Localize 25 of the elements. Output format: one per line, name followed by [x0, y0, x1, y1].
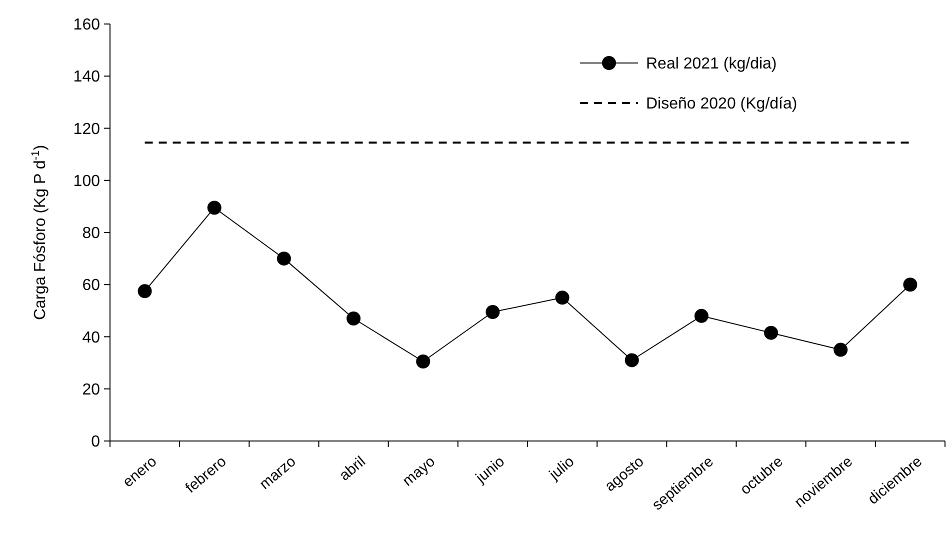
point [694, 308, 708, 323]
point [903, 278, 918, 292]
point [834, 342, 848, 357]
y-tick-label: 160 [73, 16, 100, 34]
legend-label: Diseño 2020 (Kg/día) [646, 96, 798, 113]
point [764, 326, 778, 340]
point [207, 200, 222, 215]
point [555, 290, 570, 305]
point [486, 304, 500, 319]
point [346, 312, 361, 326]
y-tick-label: 60 [82, 277, 100, 294]
y-tick-label: 20 [82, 381, 100, 398]
y-tick-label: 80 [82, 225, 100, 242]
y-tick-label: 140 [73, 68, 100, 86]
y-tick-label: 40 [82, 329, 100, 346]
point [416, 354, 430, 369]
point [624, 353, 639, 368]
y-tick-label: 100 [73, 172, 100, 190]
y-tick-label: 120 [73, 120, 100, 138]
x-tick-label: julio [545, 453, 578, 484]
point [276, 252, 291, 266]
y-tick-label: 0 [91, 434, 100, 451]
x-tick-label: abril [336, 453, 369, 484]
point [138, 284, 152, 298]
legend-label: Real 2021 (kg/dia) [646, 56, 777, 73]
